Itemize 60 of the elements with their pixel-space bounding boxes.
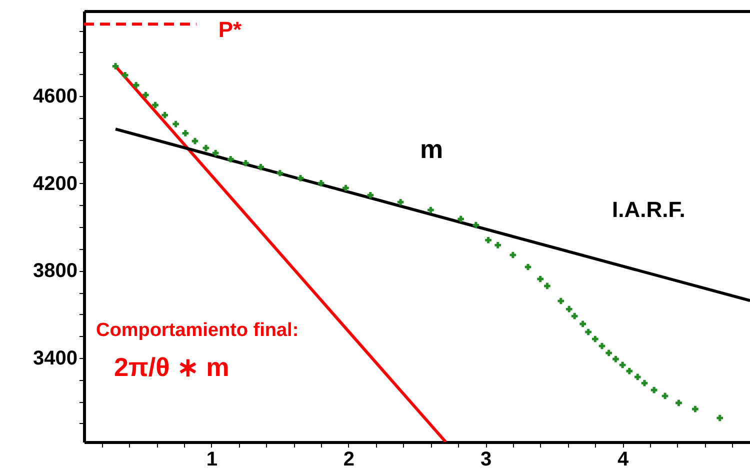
point: [297, 175, 304, 182]
point: [472, 222, 480, 228]
point: [192, 138, 198, 144]
y-tick-label: 4600: [33, 86, 78, 108]
annotation: Comportamiento final:: [96, 320, 299, 341]
point: [112, 63, 119, 70]
point: [571, 312, 578, 320]
point: [227, 156, 234, 162]
point: [580, 320, 586, 328]
point: [585, 328, 592, 336]
y-tick-label: 3400: [33, 347, 78, 370]
point: [258, 164, 264, 170]
point: [342, 184, 349, 192]
annotation: m: [420, 134, 444, 164]
point: [242, 160, 249, 166]
x-tick-label: 2: [343, 448, 355, 470]
point: [172, 120, 179, 128]
point: [397, 199, 404, 206]
point: [122, 72, 128, 78]
point: [202, 144, 210, 152]
point: [606, 350, 612, 356]
point: [428, 206, 434, 214]
series-label: P*: [218, 17, 242, 42]
point: [692, 406, 698, 412]
point: [182, 130, 189, 136]
point: [650, 386, 658, 394]
point: [318, 180, 324, 186]
point: [162, 112, 168, 118]
point: [544, 282, 550, 290]
point: [212, 150, 219, 156]
point: [458, 216, 464, 222]
point: [612, 356, 619, 362]
point: [276, 170, 284, 176]
point: [558, 298, 564, 304]
annotation: I.A.R.F.: [612, 197, 686, 222]
point: [592, 336, 598, 342]
point: [598, 342, 606, 350]
y-tick-label: 4200: [33, 172, 78, 195]
point: [676, 400, 682, 406]
x-tick-label: 3: [480, 448, 492, 470]
point: [524, 264, 532, 270]
point: [619, 362, 626, 368]
point: [716, 414, 724, 422]
annotation: 2π/θ ∗ m: [114, 352, 230, 382]
point: [626, 368, 633, 374]
y-tick-label: 3800: [33, 260, 78, 282]
point: [566, 306, 572, 312]
point: [662, 392, 668, 400]
point: [485, 236, 492, 244]
point: [367, 192, 374, 198]
point: [634, 374, 641, 380]
point: [142, 92, 149, 98]
x-tick-label: 1: [206, 448, 218, 470]
point: [641, 380, 648, 386]
point: [510, 252, 516, 258]
point: [537, 276, 544, 282]
point: [152, 102, 158, 108]
x-tick-label: 4: [617, 448, 630, 470]
point: [494, 242, 502, 248]
point: [132, 82, 140, 88]
